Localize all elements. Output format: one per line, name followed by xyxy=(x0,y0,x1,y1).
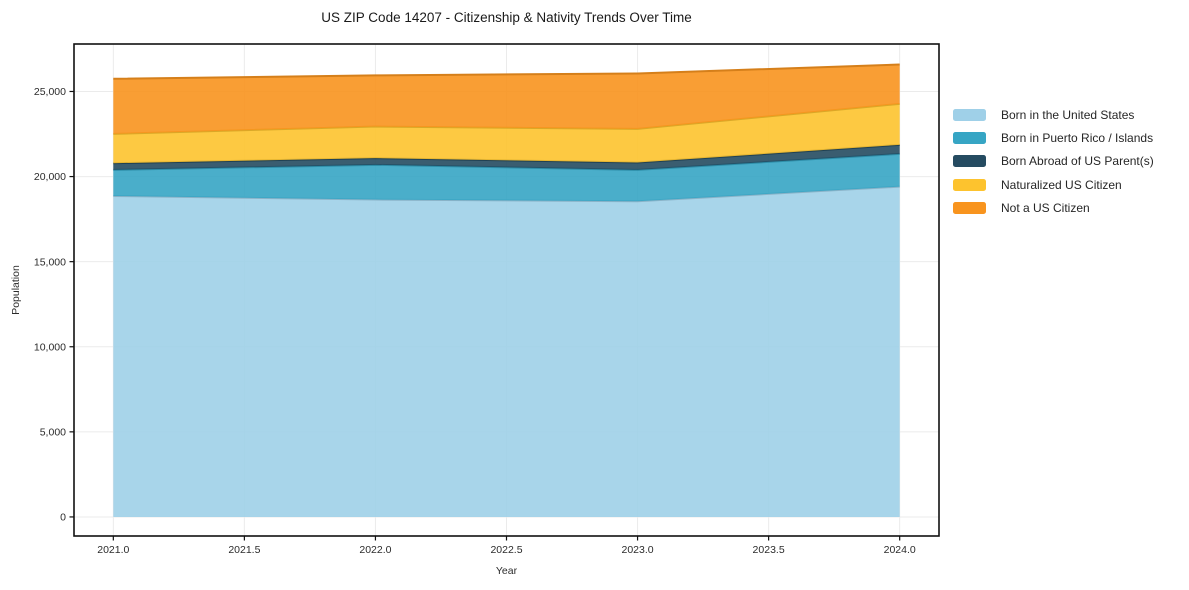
y-tick-label: 20,000 xyxy=(34,171,66,183)
legend-label: Born in Puerto Rico / Islands xyxy=(1001,131,1154,146)
legend-swatch xyxy=(953,132,986,145)
area-born-in-the-united-states xyxy=(113,186,900,517)
legend-label: Born Abroad of US Parent(s) xyxy=(1001,154,1154,169)
edge-not-a-us-citizen xyxy=(113,63,900,80)
legend-label: Born in the United States xyxy=(1001,107,1135,122)
x-tick-label: 2021.0 xyxy=(97,544,129,556)
chart-title: US ZIP Code 14207 - Citizenship & Nativi… xyxy=(321,10,692,25)
x-tick-label: 2022.5 xyxy=(490,544,522,556)
y-tick-label: 0 xyxy=(60,512,66,524)
y-tick-label: 15,000 xyxy=(34,256,66,268)
area-naturalized-us-citizen xyxy=(113,103,900,164)
x-tick-label: 2024.0 xyxy=(884,544,916,556)
x-tick-label: 2021.5 xyxy=(228,544,260,556)
legend-item: Naturalized US Citizen xyxy=(953,173,1154,196)
legend-label: Not a US Citizen xyxy=(1001,201,1090,216)
legend-item: Born in Puerto Rico / Islands xyxy=(953,126,1154,149)
area-not-a-us-citizen xyxy=(113,64,900,134)
legend-swatch xyxy=(953,202,986,215)
y-tick-label: 5,000 xyxy=(40,426,66,438)
y-axis-label: Population xyxy=(10,265,22,315)
area-born-in-puerto-rico-islands xyxy=(113,153,900,202)
legend-label: Naturalized US Citizen xyxy=(1001,177,1122,192)
y-tick-label: 10,000 xyxy=(34,341,66,353)
legend-swatch xyxy=(953,178,986,191)
x-tick-label: 2023.5 xyxy=(753,544,785,556)
x-axis-label: Year xyxy=(495,565,518,577)
x-tick-label: 2022.0 xyxy=(359,544,391,556)
legend-item: Born Abroad of US Parent(s) xyxy=(953,150,1154,173)
legend: Born in the United States Born in Puerto … xyxy=(953,103,1154,220)
legend-swatch xyxy=(953,108,986,121)
area-born-abroad-of-us-parent-s xyxy=(113,144,900,170)
y-tick-label: 25,000 xyxy=(34,86,66,98)
x-tick-label: 2023.0 xyxy=(621,544,653,556)
legend-swatch xyxy=(953,155,986,168)
legend-item: Born in the United States xyxy=(953,103,1154,126)
legend-item: Not a US Citizen xyxy=(953,197,1154,220)
